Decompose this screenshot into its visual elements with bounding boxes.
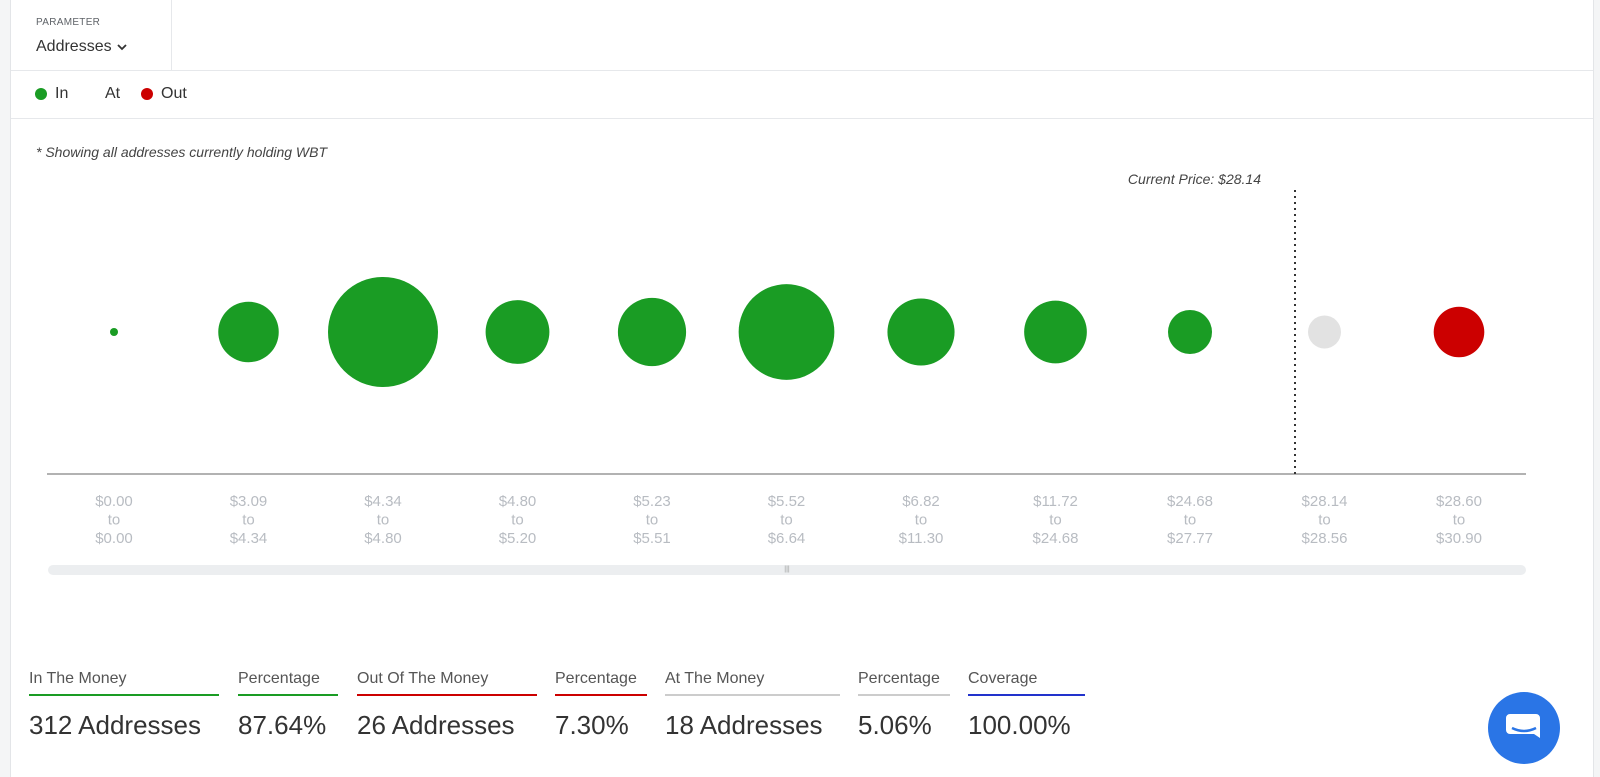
stat-value: 5.06% (858, 710, 932, 740)
x-tick-label: $5.52 (768, 493, 806, 510)
stat-label: Percentage (858, 670, 950, 696)
x-tick-label: to (1318, 512, 1331, 529)
x-tick-label: $4.80 (364, 530, 402, 547)
parameter-bar: PARAMETER Addresses (11, 0, 1593, 71)
stat-coverage: Coverage 100.00% (968, 670, 1085, 741)
legend-item-in[interactable]: In (35, 85, 68, 103)
scroll-grip-icon[interactable]: ||| (784, 566, 790, 573)
x-tick-label: $0.00 (95, 493, 133, 510)
x-tick-label: $4.34 (364, 493, 402, 510)
stat-label: Percentage (238, 670, 338, 696)
x-tick-label: $11.30 (899, 530, 944, 547)
stat-value: 18 Addresses (665, 710, 823, 740)
legend-out-label: Out (161, 85, 187, 102)
bubble-in[interactable] (328, 277, 438, 387)
legend-out-dot (141, 88, 153, 100)
bubble-in[interactable] (1024, 300, 1087, 364)
bubble-in[interactable] (218, 301, 279, 363)
bubble-in[interactable] (617, 297, 687, 367)
x-tick-label: to (242, 512, 255, 529)
x-tick-label: $3.09 (230, 493, 268, 510)
stat-label: At The Money (665, 670, 840, 696)
x-tick-label: $0.00 (95, 530, 133, 547)
chevron-down-icon (116, 44, 127, 51)
x-tick-label: $4.80 (499, 493, 537, 510)
stat-value: 26 Addresses (357, 710, 515, 740)
x-tick-label: to (1184, 512, 1197, 529)
x-tick-label: to (646, 512, 659, 529)
stat-value: 87.64% (238, 710, 327, 740)
stat-label: Out Of The Money (357, 670, 537, 696)
x-tick-label: to (915, 512, 928, 529)
x-tick-label: $24.68 (1033, 530, 1079, 547)
stat-value: 100.00% (968, 710, 1071, 740)
parameter-label: PARAMETER (36, 17, 101, 28)
x-tick-label: $28.14 (1302, 493, 1348, 510)
stat-in-the-money: In The Money 312 Addresses (29, 670, 219, 741)
x-tick-label: to (108, 512, 121, 529)
chat-button[interactable] (1488, 692, 1560, 764)
current-price-label: Current Price: $28.14 (1128, 171, 1261, 187)
iomap-panel: PARAMETER Addresses In At Out * Showing … (10, 0, 1594, 777)
x-tick-label: $24.68 (1167, 493, 1213, 510)
x-tick-label: $27.77 (1167, 530, 1213, 547)
x-tick-label: to (1453, 512, 1466, 529)
stat-label: In The Money (29, 670, 219, 696)
stat-value: 7.30% (555, 710, 629, 740)
bubble-at[interactable] (1308, 315, 1341, 349)
x-tick-label: to (377, 512, 390, 529)
legend-at-label: At (105, 85, 121, 102)
x-tick-label: to (780, 512, 793, 529)
stat-in-percentage: Percentage 87.64% (238, 670, 338, 741)
x-tick-label: $5.51 (633, 530, 671, 547)
x-tick-label: $4.34 (230, 530, 268, 547)
x-tick-label: $30.90 (1436, 530, 1482, 547)
legend-in-dot (35, 88, 47, 100)
bubble-in[interactable] (887, 298, 955, 366)
bubble-in[interactable] (1168, 310, 1212, 354)
holding-note: * Showing all addresses currently holdin… (36, 144, 328, 160)
x-tick-label: $5.20 (499, 530, 537, 547)
parameter-selector[interactable]: PARAMETER Addresses (11, 0, 172, 70)
x-tick-label: $28.56 (1302, 530, 1348, 547)
chat-icon (1506, 714, 1540, 738)
bubble-in[interactable] (485, 300, 550, 364)
parameter-value: Addresses (36, 38, 112, 55)
legend-in-label: In (55, 85, 69, 102)
x-tick-label: $5.23 (633, 493, 671, 510)
bubble-in[interactable] (110, 328, 118, 336)
stat-out-of-the-money: Out Of The Money 26 Addresses (357, 670, 537, 741)
x-tick-label: $11.72 (1033, 493, 1078, 510)
x-tick-label: to (511, 512, 524, 529)
stat-out-percentage: Percentage 7.30% (555, 670, 647, 741)
stat-at-the-money: At The Money 18 Addresses (665, 670, 840, 741)
iomap-chart: Current Price: $28.14 $0.00to$0.00$3.09t… (47, 171, 1526, 547)
stat-value: 312 Addresses (29, 710, 202, 740)
x-tick-label: to (1049, 512, 1062, 529)
x-tick-label: $28.60 (1436, 493, 1482, 510)
parameter-dropdown[interactable]: Addresses (36, 38, 128, 56)
bubble-in[interactable] (738, 284, 835, 380)
legend-item-out[interactable]: Out (141, 85, 187, 103)
chart-scrollbar[interactable]: ||| (48, 565, 1526, 575)
x-tick-label: $6.64 (768, 530, 806, 547)
stat-at-percentage: Percentage 5.06% (858, 670, 950, 741)
stat-label: Coverage (968, 670, 1085, 696)
stat-label: Percentage (555, 670, 647, 696)
x-tick-label: $6.82 (902, 493, 940, 510)
legend: In At Out (11, 71, 1593, 119)
legend-item-at[interactable]: At (105, 85, 120, 103)
bubble-out[interactable] (1433, 306, 1485, 358)
